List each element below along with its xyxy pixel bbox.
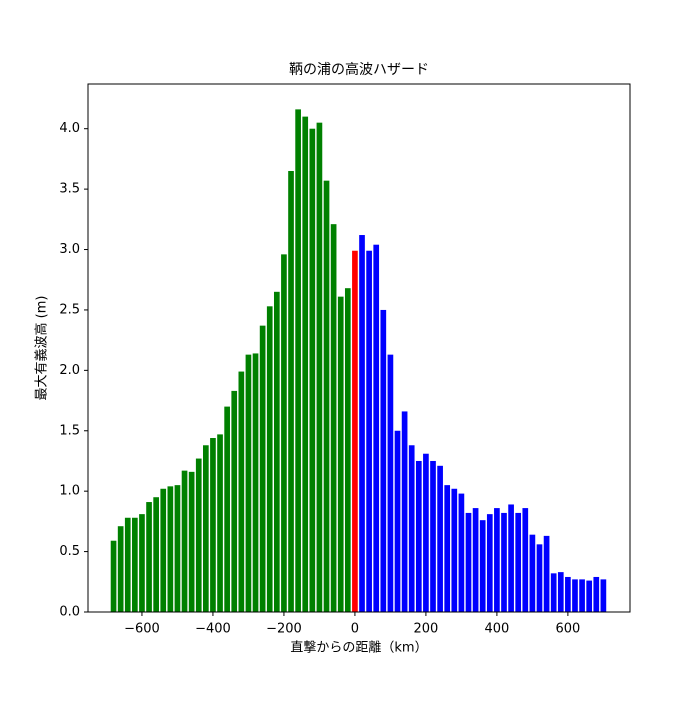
bar xyxy=(486,514,493,612)
bar xyxy=(217,434,223,612)
bar xyxy=(373,244,380,612)
bar xyxy=(593,576,600,612)
x-tick-label: −400 xyxy=(195,622,231,637)
bar xyxy=(401,411,408,612)
bar xyxy=(231,390,238,612)
bar xyxy=(337,296,344,612)
y-tick-label: 0.5 xyxy=(59,544,80,559)
bar xyxy=(508,504,514,612)
bar xyxy=(281,254,287,612)
bar xyxy=(458,493,465,612)
bar xyxy=(167,486,174,612)
bar xyxy=(359,235,365,612)
bar xyxy=(210,438,216,612)
bar xyxy=(124,517,131,612)
bar xyxy=(579,579,585,612)
y-tick-label: 1.0 xyxy=(59,484,80,499)
bar xyxy=(344,288,351,612)
y-tick-label: 4.0 xyxy=(59,121,80,136)
bar xyxy=(600,579,607,612)
bar xyxy=(203,445,209,612)
bar xyxy=(586,580,593,612)
bar xyxy=(494,508,500,612)
bar xyxy=(522,508,529,612)
bar xyxy=(451,488,458,612)
x-tick-label: −600 xyxy=(124,622,160,637)
bar xyxy=(387,354,394,612)
bar xyxy=(238,371,245,612)
bar xyxy=(543,535,550,612)
plot-frame xyxy=(87,83,631,613)
bar xyxy=(132,517,138,612)
bar xyxy=(366,250,372,612)
bar xyxy=(465,512,472,612)
bar xyxy=(572,579,578,612)
bar xyxy=(273,291,280,612)
x-tick-label: 200 xyxy=(413,622,438,637)
x-tick-label: 400 xyxy=(484,622,509,637)
bar xyxy=(181,470,188,612)
bar xyxy=(557,572,564,612)
bar xyxy=(437,465,443,612)
bar xyxy=(330,224,337,612)
bar xyxy=(302,116,309,612)
bar xyxy=(252,353,259,612)
y-tick-label: 3.5 xyxy=(59,182,80,197)
bar xyxy=(316,122,323,613)
bar xyxy=(288,170,294,612)
bar xyxy=(195,458,202,612)
y-tick-label: 0.0 xyxy=(59,605,80,620)
bar xyxy=(352,250,358,612)
x-axis-label: 直撃からの距離（km） xyxy=(290,640,427,656)
bar xyxy=(501,512,507,612)
bar xyxy=(479,520,486,612)
y-tick-label: 3.0 xyxy=(59,242,80,257)
bar xyxy=(430,460,436,612)
bar xyxy=(380,309,387,612)
bar xyxy=(174,485,181,612)
bar xyxy=(266,306,273,612)
bar xyxy=(117,526,124,612)
bar xyxy=(394,430,401,612)
bar xyxy=(423,453,429,612)
bar xyxy=(536,544,543,612)
bar xyxy=(408,445,415,612)
bar xyxy=(309,128,316,612)
bar xyxy=(224,406,230,612)
x-tick-label: 600 xyxy=(555,622,580,637)
x-tick-label: −200 xyxy=(266,622,302,637)
bar xyxy=(323,180,330,612)
bar xyxy=(529,534,536,612)
x-tick-label: 0 xyxy=(351,622,359,637)
bar xyxy=(160,488,167,612)
bar xyxy=(139,514,145,612)
bar xyxy=(110,540,117,612)
bar xyxy=(415,460,422,612)
y-tick-label: 2.0 xyxy=(59,363,80,378)
bar xyxy=(153,497,159,612)
y-tick-label: 2.5 xyxy=(59,302,80,317)
bar xyxy=(550,573,557,612)
y-tick-label: 1.5 xyxy=(59,423,80,438)
bar xyxy=(565,576,571,612)
bar xyxy=(245,354,252,612)
bar xyxy=(259,325,266,612)
chart-title: 鞆の浦の高波ハザード xyxy=(289,61,429,78)
bar xyxy=(146,502,152,612)
bar xyxy=(515,512,522,612)
bar xyxy=(444,485,451,612)
bar xyxy=(295,109,301,613)
bar xyxy=(188,471,195,612)
y-axis-label: 最大有義波高 (m) xyxy=(34,296,50,401)
bar xyxy=(472,508,479,612)
